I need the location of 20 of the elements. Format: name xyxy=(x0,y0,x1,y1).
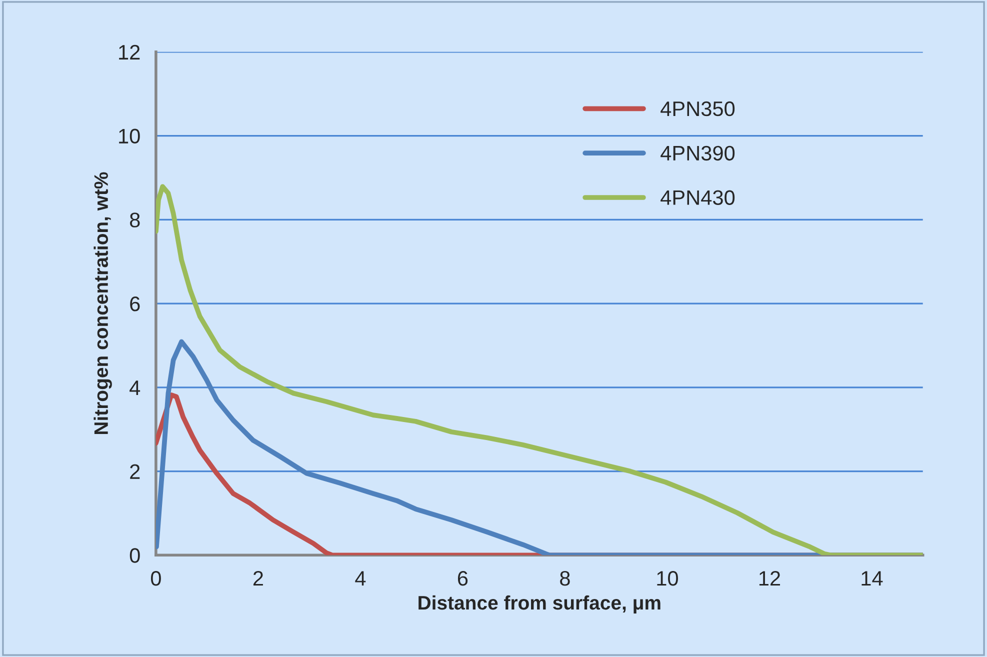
x-tick-label: 6 xyxy=(458,570,468,586)
legend-label: 4PN390 xyxy=(660,146,735,161)
x-tick-label: 14 xyxy=(862,571,883,586)
legend-label: 4PN430 xyxy=(660,190,735,205)
y-tick-label: 6 xyxy=(130,296,140,312)
x-tick-label: 8 xyxy=(560,570,570,586)
y-axis-title: Nitrogen concentration, wt% xyxy=(94,172,112,434)
x-tick-label: 4 xyxy=(355,571,366,586)
x-tick-label: 10 xyxy=(657,570,678,586)
x-tick-label: 12 xyxy=(759,570,780,586)
y-tick-label: 12 xyxy=(119,44,140,60)
x-tick-label: 2 xyxy=(253,570,263,586)
y-tick-label: 10 xyxy=(119,128,140,144)
legend-label: 4PN350 xyxy=(660,101,735,116)
x-tick-label: 0 xyxy=(150,570,161,586)
y-tick-label: 2 xyxy=(130,464,140,479)
y-tick-label: 8 xyxy=(130,212,140,228)
y-tick-label: 4 xyxy=(130,380,140,395)
x-axis-title: Distance from surface, μm xyxy=(418,595,660,614)
y-tick-label: 0 xyxy=(130,548,140,563)
